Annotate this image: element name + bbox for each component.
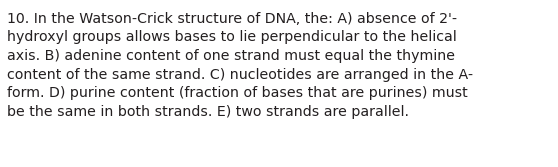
Text: 10. In the Watson-Crick structure of DNA, the: A) absence of 2'-
hydroxyl groups: 10. In the Watson-Crick structure of DNA… bbox=[7, 12, 473, 119]
